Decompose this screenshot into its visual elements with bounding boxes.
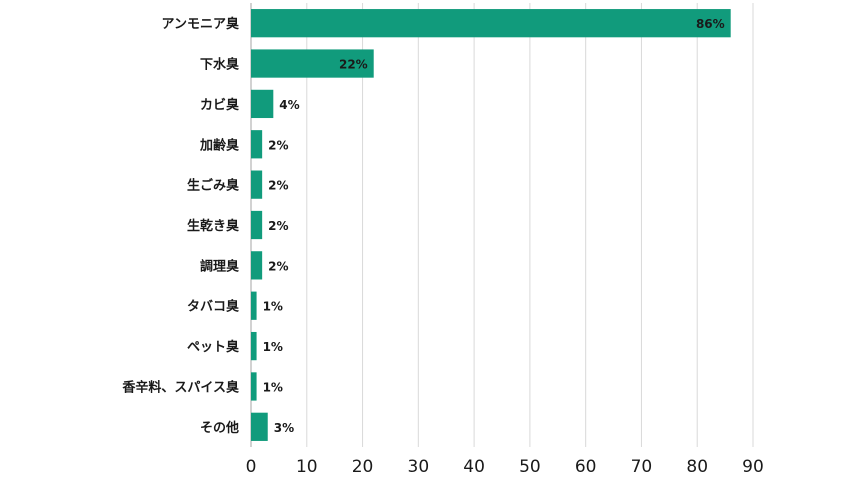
- category-label: その他: [200, 420, 239, 436]
- value-label: 22%: [339, 58, 368, 72]
- bar: [251, 331, 257, 361]
- bar: [251, 130, 263, 159]
- bar: [251, 291, 257, 320]
- bar: [251, 412, 268, 441]
- category-label: ペット臭: [187, 339, 239, 355]
- x-tick-label: 20: [352, 457, 374, 477]
- category-labels: アンモニア臭下水臭カビ臭加齢臭生ごみ臭生乾き臭調理臭タバコ臭ペット臭香辛料、スパ…: [121, 16, 239, 436]
- value-label: 1%: [263, 380, 283, 394]
- x-axis-ticks: 0 10 20 30 40 50 60 70 80 90: [246, 457, 764, 477]
- category-label: 加齢臭: [199, 137, 239, 153]
- x-tick-label: 90: [742, 457, 764, 477]
- x-tick-label: 60: [575, 457, 597, 477]
- category-label: 調理臭: [200, 258, 239, 274]
- category-label: カビ臭: [200, 97, 239, 113]
- category-label: アンモニア臭: [162, 16, 239, 32]
- value-label: 2%: [268, 179, 288, 193]
- bar: [251, 49, 374, 78]
- bar: [251, 210, 263, 240]
- x-tick-label: 40: [463, 457, 485, 477]
- bar: [251, 170, 263, 199]
- value-label: 1%: [263, 300, 283, 314]
- bar: [251, 372, 257, 401]
- category-label: 生乾き臭: [187, 218, 239, 234]
- value-label: 86%: [696, 17, 725, 31]
- category-label: 下水臭: [200, 57, 239, 73]
- x-tick-label: 0: [246, 457, 257, 477]
- x-tick-label: 30: [408, 457, 430, 477]
- value-label: 4%: [279, 98, 299, 112]
- value-label: 2%: [268, 219, 288, 233]
- category-label: 香辛料、スパイス臭: [121, 379, 239, 395]
- x-tick-label: 70: [631, 457, 653, 477]
- category-label: 生ごみ臭: [187, 178, 239, 194]
- value-label: 1%: [263, 340, 283, 354]
- value-labels: 86% 22% 4% 2% 2% 2% 2% 1% 1% 1% 3%: [263, 17, 725, 435]
- bar: [251, 9, 731, 38]
- x-tick-label: 10: [296, 457, 318, 477]
- category-label: タバコ臭: [187, 299, 239, 315]
- bar: [251, 251, 263, 280]
- x-tick-label: 50: [519, 457, 541, 477]
- value-label: 2%: [268, 138, 288, 152]
- bars: [251, 9, 731, 441]
- value-label: 3%: [274, 421, 294, 435]
- x-tick-label: 80: [686, 457, 708, 477]
- bar: [251, 89, 274, 119]
- value-label: 2%: [268, 259, 288, 273]
